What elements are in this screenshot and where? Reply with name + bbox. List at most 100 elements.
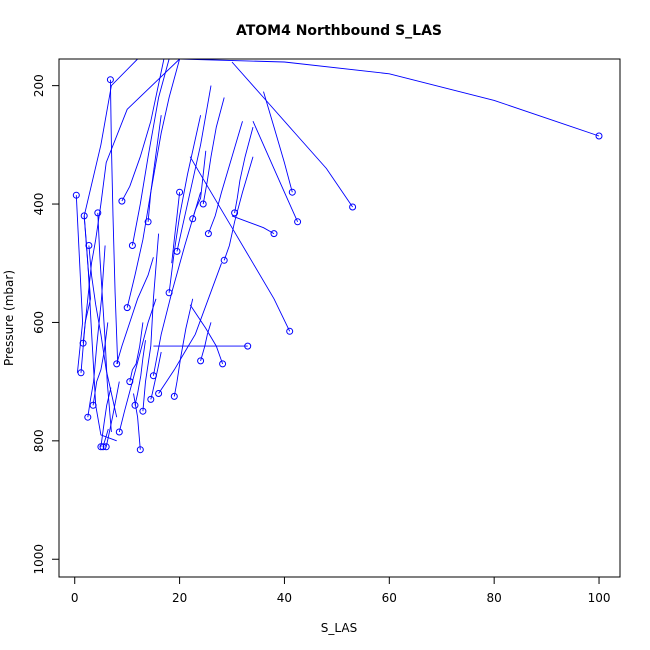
data-point (139, 407, 147, 415)
data-point (270, 230, 278, 238)
data-point (349, 203, 357, 211)
data-point (288, 188, 296, 196)
series-layer (72, 59, 603, 454)
data-point (595, 132, 603, 140)
data-point (189, 215, 197, 223)
data-point (244, 342, 252, 350)
data-point (99, 443, 107, 451)
series-16 (126, 322, 144, 386)
data-point (199, 200, 207, 208)
series-line (168, 115, 202, 293)
data-point (77, 369, 85, 377)
series-42 (127, 59, 603, 140)
series-14 (118, 59, 165, 205)
series-line (97, 212, 112, 433)
series-23 (149, 192, 202, 380)
series-line (82, 59, 180, 344)
x-axis: 0 20 40 60 80 100 (71, 576, 610, 605)
series-line (133, 393, 141, 450)
series-29 (189, 150, 207, 223)
chart-title: ATOM4 Northbound S_LAS (236, 23, 442, 39)
data-point (294, 218, 302, 226)
series-line (109, 79, 119, 364)
data-point (106, 76, 114, 84)
data-point (115, 428, 123, 436)
data-point (80, 212, 88, 220)
series-line (150, 351, 162, 400)
data-point (149, 372, 157, 380)
series-line (147, 59, 181, 222)
data-point (144, 218, 152, 226)
series-line (223, 156, 254, 261)
series-line (88, 245, 118, 418)
data-point (231, 209, 239, 217)
series-line (189, 156, 291, 332)
x-axis-label: S_LAS (321, 621, 357, 635)
series-10 (102, 381, 120, 451)
plot-frame (58, 58, 621, 578)
series-line (142, 233, 160, 412)
series-line (189, 304, 224, 365)
series-35 (231, 126, 254, 217)
series-line (231, 215, 275, 234)
series-19 (133, 393, 144, 454)
series-line (171, 192, 181, 264)
y-tick-label: 200 (32, 74, 46, 97)
series-30 (197, 322, 212, 365)
series-11 (106, 76, 119, 364)
series-line (234, 126, 254, 213)
data-point (89, 401, 97, 409)
data-point (123, 304, 131, 312)
series-7 (94, 209, 112, 433)
series-32 (204, 121, 243, 238)
y-tick-label: 400 (32, 193, 46, 216)
series-line (192, 150, 207, 219)
series-26 (170, 298, 194, 400)
series-5 (85, 242, 118, 418)
series-line (129, 322, 144, 382)
series-line (158, 263, 222, 394)
series-37 (231, 215, 278, 238)
series-line (75, 195, 84, 373)
series-line (207, 121, 243, 234)
series-33 (189, 304, 227, 368)
series-line (100, 387, 112, 447)
data-point (102, 443, 110, 451)
series-41 (231, 61, 357, 211)
data-point (197, 357, 205, 365)
data-point (286, 327, 294, 335)
y-tick-label: 600 (32, 311, 46, 334)
series-17 (128, 59, 170, 249)
x-tick-label: 0 (71, 591, 79, 605)
series-line (200, 322, 212, 362)
series-13 (115, 298, 157, 436)
series-line (173, 298, 194, 397)
series-0 (72, 191, 84, 373)
data-point (136, 446, 144, 454)
data-point (147, 395, 155, 403)
series-line (202, 97, 225, 205)
x-tick-label: 40 (277, 591, 292, 605)
series-31 (199, 97, 225, 208)
y-axis: 200 400 600 800 1000 (32, 74, 60, 575)
y-axis-label: Pressure (mbar) (2, 270, 16, 366)
data-point (165, 289, 173, 297)
series-15 (123, 115, 162, 312)
series-line (252, 121, 299, 222)
series-line (127, 59, 600, 137)
series-line (126, 115, 162, 308)
series-34 (220, 156, 254, 264)
series-line (116, 257, 154, 365)
series-8 (97, 387, 112, 451)
data-point (113, 360, 121, 368)
x-tick-label: 20 (172, 591, 187, 605)
x-tick-label: 80 (487, 591, 502, 605)
series-21 (144, 59, 181, 226)
series-27 (173, 85, 212, 255)
data-point (126, 378, 134, 386)
data-point (170, 392, 178, 400)
data-point (219, 360, 227, 368)
data-point (79, 339, 87, 347)
series-38 (189, 156, 294, 335)
